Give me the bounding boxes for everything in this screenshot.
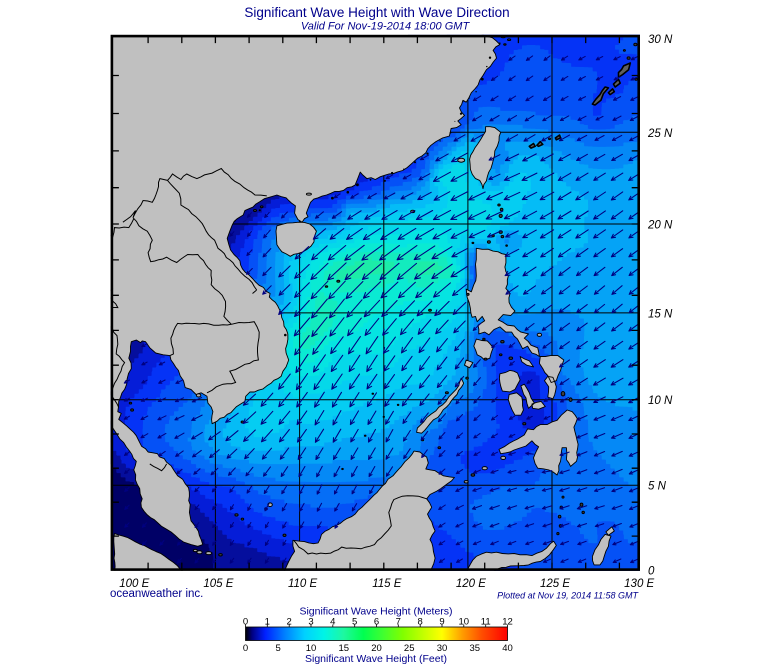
svg-text:0: 0 [648,566,655,578]
svg-text:Significant Wave Height (Meter: Significant Wave Height (Meters) [299,606,452,618]
svg-text:100 E: 100 E [119,578,149,590]
svg-text:Significant Wave Height with W: Significant Wave Height with Wave Direct… [244,5,509,20]
svg-text:4: 4 [330,617,335,628]
svg-text:10: 10 [306,643,317,654]
svg-text:0: 0 [243,617,248,628]
svg-text:5 N: 5 N [648,481,667,493]
svg-text:35: 35 [470,643,481,654]
svg-text:25 N: 25 N [647,128,673,140]
svg-text:40: 40 [502,643,513,654]
svg-text:110 E: 110 E [288,578,318,590]
svg-text:12: 12 [502,617,513,628]
svg-text:oceanweather inc.: oceanweather inc. [110,588,203,600]
svg-text:11: 11 [481,617,491,628]
svg-text:0: 0 [243,643,248,654]
svg-text:15: 15 [339,643,350,654]
svg-text:Plotted at Nov 19, 2014 11:58: Plotted at Nov 19, 2014 11:58 GMT [497,591,639,601]
svg-text:5: 5 [276,643,281,654]
svg-text:8: 8 [418,617,423,628]
svg-text:6: 6 [374,617,379,628]
svg-text:Significant Wave Height (Feet): Significant Wave Height (Feet) [305,653,447,665]
svg-text:1: 1 [265,617,270,628]
svg-text:20: 20 [371,643,382,654]
svg-text:25: 25 [404,643,415,654]
svg-text:130 E: 130 E [624,578,654,590]
svg-text:3: 3 [308,617,313,628]
svg-text:120 E: 120 E [456,578,486,590]
svg-text:125 E: 125 E [540,578,570,590]
svg-text:2: 2 [287,617,292,628]
svg-text:15 N: 15 N [648,308,673,320]
svg-text:Valid For Nov-19-2014 18:00 GM: Valid For Nov-19-2014 18:00 GMT [301,20,471,32]
svg-text:105 E: 105 E [203,578,233,590]
svg-text:10 N: 10 N [648,395,673,407]
svg-text:10: 10 [459,617,470,628]
svg-text:5: 5 [352,617,357,628]
svg-text:20 N: 20 N [647,220,673,232]
svg-text:7: 7 [396,617,401,628]
svg-text:9: 9 [439,617,444,628]
svg-text:30: 30 [437,643,448,654]
svg-text:115 E: 115 E [372,578,402,590]
svg-text:30 N: 30 N [648,34,673,46]
